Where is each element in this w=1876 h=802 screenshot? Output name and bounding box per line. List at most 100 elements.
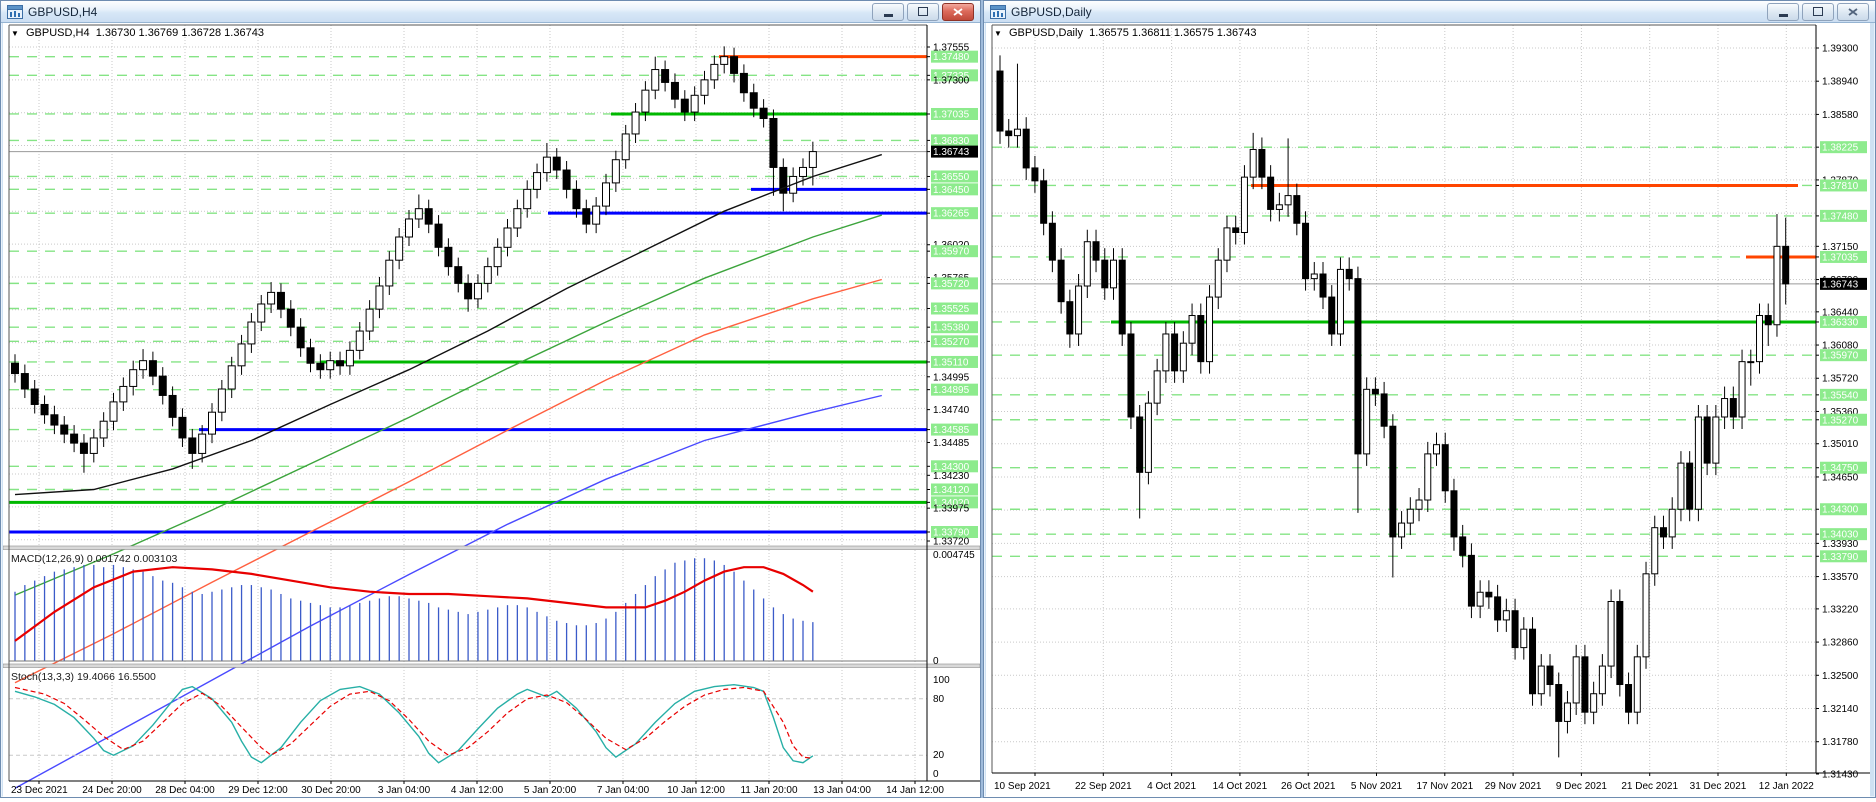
macd-signal-line	[14, 566, 814, 642]
svg-text:1.37480: 1.37480	[933, 52, 970, 63]
svg-text:80: 80	[933, 694, 945, 705]
titlebar-h4[interactable]: GBPUSD,H4	[1, 1, 980, 23]
svg-text:5 Nov 2021: 5 Nov 2021	[1351, 781, 1403, 792]
candles-H4	[11, 46, 817, 473]
svg-text:1.36830: 1.36830	[933, 136, 970, 147]
svg-text:1.39300: 1.39300	[1822, 43, 1859, 54]
svg-text:1.34020: 1.34020	[933, 498, 970, 509]
svg-text:1.34485: 1.34485	[933, 438, 970, 449]
svg-text:1.37335: 1.37335	[933, 71, 970, 82]
svg-text:1.33790: 1.33790	[933, 527, 970, 538]
svg-text:1.34895: 1.34895	[933, 385, 970, 396]
svg-text:1.36440: 1.36440	[1822, 307, 1859, 318]
svg-text:1.34750: 1.34750	[1822, 463, 1859, 474]
svg-text:3 Jan 04:00: 3 Jan 04:00	[378, 785, 431, 796]
restore-button[interactable]	[907, 2, 939, 21]
svg-text:4 Jan 12:00: 4 Jan 12:00	[451, 785, 504, 796]
svg-text:1.31430: 1.31430	[1822, 769, 1859, 780]
minimize-button[interactable]	[872, 2, 904, 21]
restore-icon	[918, 7, 928, 16]
svg-text:1.32860: 1.32860	[1822, 638, 1859, 649]
svg-text:1.34650: 1.34650	[1822, 472, 1859, 483]
svg-text:4 Oct 2021: 4 Oct 2021	[1147, 781, 1196, 792]
ma-black	[14, 153, 883, 496]
chart-area-h4[interactable]: 0.004745 0 100 80 20 0 1.37555 1.37480 1.37335 1.…	[2, 23, 981, 797]
svg-text:1.38225: 1.38225	[1822, 143, 1859, 154]
svg-text:7 Jan 04:00: 7 Jan 04:00	[597, 785, 650, 796]
svg-text:1.36743: 1.36743	[1822, 279, 1859, 290]
restore-icon	[1813, 7, 1823, 16]
window-title: GBPUSD,Daily	[1011, 4, 1092, 19]
svg-text:1.37035: 1.37035	[933, 109, 970, 120]
svg-text:1.38940: 1.38940	[1822, 77, 1859, 88]
svg-text:29 Dec 12:00: 29 Dec 12:00	[228, 785, 288, 796]
svg-text:1.35970: 1.35970	[933, 247, 970, 258]
stoch-d-line	[14, 686, 813, 759]
chart-area-daily[interactable]: 1.393001.389401.385801.382251.378701.378…	[986, 23, 1870, 797]
svg-text:26 Oct 2021: 26 Oct 2021	[1281, 781, 1336, 792]
chart-icon	[7, 4, 23, 19]
svg-text:23 Dec 2021: 23 Dec 2021	[11, 785, 68, 796]
svg-text:21 Dec 2021: 21 Dec 2021	[1621, 781, 1678, 792]
svg-text:11 Jan 20:00: 11 Jan 20:00	[740, 785, 798, 796]
svg-text:1.34300: 1.34300	[1822, 505, 1859, 516]
svg-text:5 Jan 20:00: 5 Jan 20:00	[524, 785, 577, 796]
svg-text:1.35270: 1.35270	[933, 337, 970, 348]
h4-chart-canvas[interactable]: 0.0047450100802001.375551.374801.373351.…	[2, 23, 981, 797]
svg-text:1.35380: 1.35380	[933, 323, 970, 334]
svg-text:1.37810: 1.37810	[1822, 181, 1859, 192]
svg-text:1.35110: 1.35110	[933, 357, 969, 368]
titlebar-daily[interactable]: GBPUSD,Daily	[984, 1, 1875, 23]
svg-text:29 Nov 2021: 29 Nov 2021	[1485, 781, 1542, 792]
stoch-k-line	[14, 683, 814, 764]
svg-text:1.36330: 1.36330	[1822, 317, 1859, 328]
svg-text:1.35970: 1.35970	[1822, 351, 1859, 362]
ma-green	[14, 214, 883, 596]
svg-text:20: 20	[933, 750, 945, 761]
svg-text:9 Dec 2021: 9 Dec 2021	[1556, 781, 1608, 792]
close-button[interactable]	[1837, 2, 1869, 21]
svg-text:1.35720: 1.35720	[933, 279, 970, 290]
svg-text:1.36743: 1.36743	[933, 147, 970, 158]
minimize-button[interactable]	[1767, 2, 1799, 21]
svg-text:1.34300: 1.34300	[933, 462, 970, 473]
svg-text:1.31780: 1.31780	[1822, 737, 1859, 748]
svg-text:1.37035: 1.37035	[1822, 252, 1859, 263]
svg-text:100: 100	[933, 675, 950, 686]
price-axis: 1.393001.389401.385801.382251.378701.378…	[1816, 43, 1867, 780]
svg-text:10 Jan 12:00: 10 Jan 12:00	[667, 785, 725, 796]
minimize-icon	[1778, 13, 1788, 17]
close-button[interactable]	[942, 2, 974, 21]
svg-text:1.34995: 1.34995	[933, 372, 970, 383]
svg-text:12 Jan 2022: 12 Jan 2022	[1759, 781, 1814, 792]
svg-text:1.37555: 1.37555	[933, 43, 970, 54]
svg-text:31 Dec 2021: 31 Dec 2021	[1690, 781, 1747, 792]
window-title: GBPUSD,H4	[28, 4, 98, 19]
restore-button[interactable]	[1802, 2, 1834, 21]
chart-icon	[990, 4, 1006, 19]
svg-text:1.36080: 1.36080	[1822, 341, 1859, 352]
window-gbpusd-daily: GBPUSD,Daily 1.39300 1.38940 1.38580 1.3822…	[983, 0, 1876, 798]
svg-text:1.37480: 1.37480	[1822, 211, 1859, 222]
minimize-icon	[883, 13, 893, 17]
svg-text:1.38580: 1.38580	[1822, 110, 1859, 121]
svg-text:1.34230: 1.34230	[933, 471, 970, 482]
svg-text:14 Jan 12:00: 14 Jan 12:00	[886, 785, 944, 796]
svg-text:22 Sep 2021: 22 Sep 2021	[1075, 781, 1132, 792]
svg-text:1.33975: 1.33975	[933, 504, 970, 515]
svg-text:28 Dec 04:00: 28 Dec 04:00	[155, 785, 215, 796]
svg-text:1.35540: 1.35540	[1822, 390, 1859, 401]
svg-text:1.34740: 1.34740	[933, 405, 970, 416]
daily-chart-canvas[interactable]: 1.393001.389401.385801.382251.378701.378…	[986, 23, 1870, 797]
svg-text:10 Sep 2021: 10 Sep 2021	[994, 781, 1051, 792]
svg-text:24 Dec 20:00: 24 Dec 20:00	[82, 785, 142, 796]
svg-text:1.36550: 1.36550	[933, 172, 970, 183]
window-gbpusd-h4: GBPUSD,H4 0.004745 0 100 80 20 0 1.37555 1.3748…	[0, 0, 981, 798]
candles-Daily	[996, 55, 1790, 758]
svg-text:1.34585: 1.34585	[933, 425, 970, 436]
svg-text:1.34030: 1.34030	[1822, 530, 1859, 541]
svg-text:1.35720: 1.35720	[1822, 374, 1859, 385]
svg-text:1.33570: 1.33570	[1822, 572, 1859, 583]
